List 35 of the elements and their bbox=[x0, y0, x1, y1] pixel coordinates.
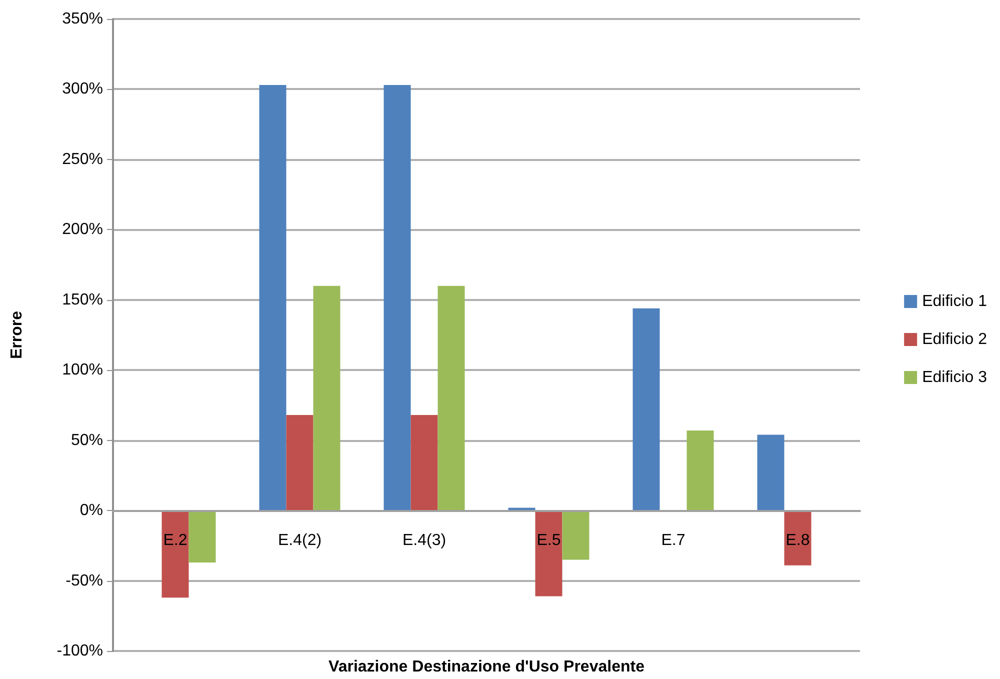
bar bbox=[384, 85, 411, 511]
bar bbox=[784, 510, 812, 566]
y-tick-label: -100% bbox=[56, 642, 103, 660]
bar bbox=[410, 415, 438, 511]
x-tick-label: E.8 bbox=[786, 532, 810, 550]
y-tick-label: 300% bbox=[62, 80, 103, 98]
bar bbox=[188, 510, 216, 563]
bar bbox=[286, 415, 314, 511]
x-tick-label: E.5 bbox=[536, 532, 561, 550]
y-tick-label: 0% bbox=[80, 502, 103, 520]
bar bbox=[535, 510, 562, 596]
y-tick-label: 250% bbox=[62, 150, 103, 168]
y-tick-label: 50% bbox=[70, 432, 103, 449]
y-tick-label: -50% bbox=[66, 572, 103, 590]
legend-label: Edificio 1 bbox=[922, 293, 988, 310]
y-tick-label: 350% bbox=[62, 10, 103, 28]
legend-label: Edificio 3 bbox=[922, 369, 988, 386]
x-tick-label: E.2 bbox=[163, 532, 188, 550]
x-tick-label: E.4(2) bbox=[278, 532, 322, 550]
y-axis-title: Errore bbox=[8, 310, 26, 360]
bar bbox=[438, 286, 465, 511]
legend-label: Edificio 2 bbox=[922, 331, 988, 348]
bar bbox=[686, 430, 714, 511]
bar bbox=[562, 510, 590, 560]
bar bbox=[632, 308, 660, 511]
x-tick-label: E.7 bbox=[661, 532, 686, 550]
y-tick-label: 100% bbox=[62, 362, 103, 379]
bar bbox=[162, 510, 189, 598]
y-tick-label: 200% bbox=[62, 221, 103, 238]
bar bbox=[259, 85, 286, 511]
bar bbox=[313, 286, 340, 511]
bar bbox=[757, 434, 784, 511]
x-tick-label: E.4(3) bbox=[402, 532, 446, 550]
y-tick-label: 150% bbox=[62, 291, 103, 308]
x-axis-title: Variazione Destinazione d'Uso Prevalente bbox=[328, 658, 645, 676]
